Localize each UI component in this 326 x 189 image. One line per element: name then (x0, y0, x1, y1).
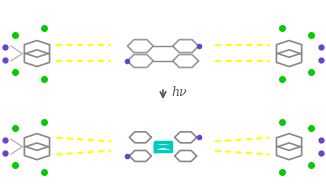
Text: hν: hν (171, 86, 187, 99)
